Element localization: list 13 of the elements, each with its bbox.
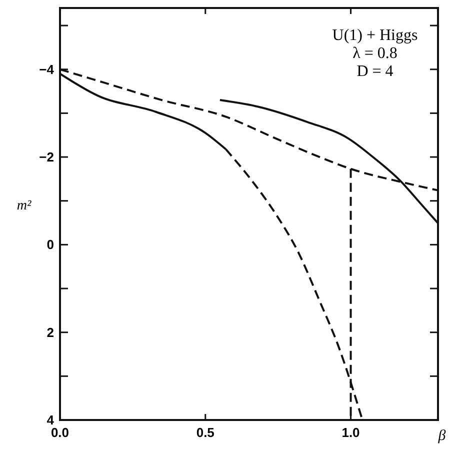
x-tick-label: 0.5 <box>196 425 214 440</box>
y-tick-label: −2 <box>39 150 54 165</box>
x-tick-label: 1.0 <box>342 425 360 440</box>
x-tick-label: 0.0 <box>50 425 70 440</box>
y-tick-label: 0 <box>46 237 54 252</box>
annotation: D = 4 <box>356 63 394 80</box>
y-axis-title: m² <box>16 198 32 214</box>
annotation: λ = 0.8 <box>352 45 398 62</box>
annotation: U(1) + Higgs <box>332 27 418 44</box>
x-axis-title: β <box>437 428 446 444</box>
y-tick-label: −4 <box>39 62 55 77</box>
y-tick-label: 4 <box>46 412 55 428</box>
y-tick-label: 2 <box>46 324 54 340</box>
